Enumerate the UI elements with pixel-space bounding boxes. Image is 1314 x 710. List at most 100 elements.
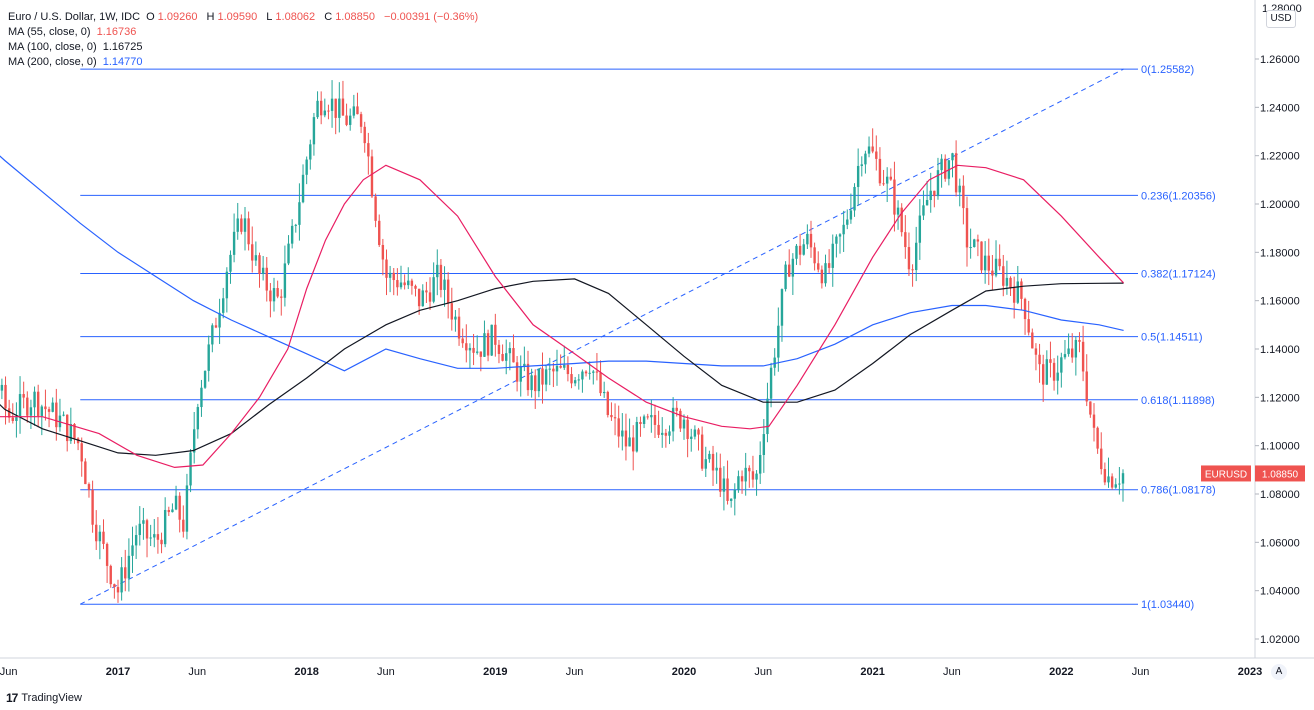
legend-ma55[interactable]: MA (55, close, 0) 1.16736 [8,26,137,38]
legend-change: −0.00391 (−0.36%) [384,11,479,23]
candle-body [163,509,167,545]
candle-body [1049,359,1052,363]
candle-body [272,288,276,302]
candle-body [62,414,65,416]
candle-body [817,263,820,270]
candle-body [392,272,395,281]
candle-body [225,271,229,299]
fib-level-label: 0.382(1.17124) [1141,269,1216,281]
candle-body [686,419,689,439]
x-tick-label: 2018 [294,666,318,678]
last-price-value-box [1255,465,1305,482]
auto-scale-button[interactable]: A [1271,664,1287,680]
candle-body [838,234,842,237]
candle-body [690,436,693,439]
candle-body [998,258,1001,267]
y-tick-label: 1.06000 [1260,537,1300,549]
candle-body [835,236,838,244]
candle-body [116,587,120,593]
candle-body [95,524,98,542]
candle-body [192,429,196,453]
x-tick-label: Jun [188,666,206,678]
candle-body [642,416,646,424]
candle-body [316,100,319,118]
tradingview-logo-icon: 17 [6,691,18,705]
fib-level-label: 0.618(1.11898) [1141,395,1215,407]
candle-body [1092,414,1096,428]
candle-body [156,534,160,540]
candle-body [149,537,152,539]
candle-body [370,156,374,197]
candle-body [334,98,337,118]
candle-body [802,244,805,255]
candle-body [327,110,330,112]
candle-body [486,333,490,356]
candle-body [882,183,885,185]
y-tick-label: 1.20000 [1260,199,1300,211]
candle-body [657,424,660,435]
candle-body [1027,319,1030,333]
candle-body [885,176,889,184]
candle-body [298,202,301,225]
candle-body [987,255,990,271]
candle-body [944,158,947,179]
candle-body [7,408,11,418]
candle-body [646,416,649,418]
candle-body [1100,448,1103,470]
candle-body [820,269,824,284]
y-tick-label: 1.14000 [1260,344,1300,356]
candle-body [766,398,769,435]
y-tick-label: 1.12000 [1260,392,1300,404]
candle-body [1038,354,1041,365]
candle-body [305,159,308,175]
legend-ma200[interactable]: MA (200, close, 0) 1.14770 [8,56,143,68]
candle-body [87,484,91,490]
candle-body [145,520,149,539]
candle-body [51,402,54,412]
candle-body [577,379,580,381]
candle-body [425,290,428,293]
candle-body [124,567,127,579]
candle-body [55,402,58,428]
candle-body [523,363,526,367]
candle-body [294,224,297,226]
fib-trendline[interactable] [80,68,1124,605]
candle-body [1023,298,1027,320]
candle-body [443,279,446,290]
last-price-symbol-box [1201,465,1251,482]
candle-body [374,196,377,221]
candle-body [573,380,577,384]
legend-ma100[interactable]: MA (100, close, 0) 1.16725 [8,41,143,53]
candle-body [682,419,686,429]
candle-body [203,370,207,388]
candle-body [1031,332,1034,349]
candle-body [18,394,22,418]
candle-body [1107,476,1110,483]
tradingview-brand[interactable]: 17 TradingView [6,691,82,705]
candle-body [287,243,290,264]
currency-button[interactable]: USD [1266,10,1296,28]
candle-body [650,415,653,418]
candle-body [134,535,138,546]
candle-body [1063,354,1067,358]
candle-body [229,254,232,272]
candle-body [84,461,87,485]
candle-body [621,430,624,437]
candle-body [138,523,141,536]
candle-body [849,210,853,220]
candle-body [994,258,998,276]
candle-body [290,225,294,244]
candle-body [232,231,236,255]
candle-body [592,371,595,373]
candle-body [973,239,976,248]
candle-body [1078,339,1081,342]
candle-body [867,146,871,154]
candle-body [679,410,682,429]
legend-open: O 1.09260 [146,11,198,23]
candle-body [733,489,736,499]
candle-body [1118,483,1121,485]
x-tick-label: Jun [566,666,584,678]
candle-body [708,453,711,460]
y-tick-label: 1.26000 [1260,54,1300,66]
